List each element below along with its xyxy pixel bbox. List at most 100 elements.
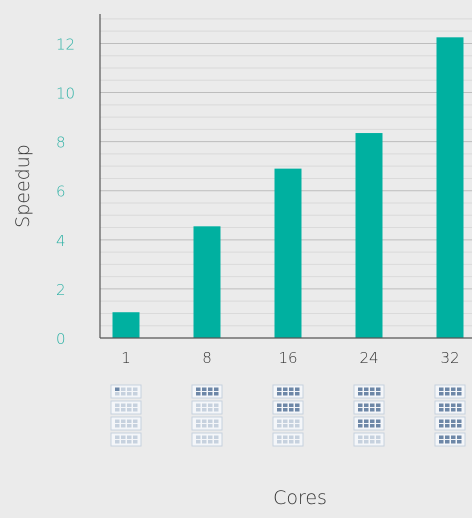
cpu-chip-icon xyxy=(272,432,304,447)
core-active-icon xyxy=(451,419,456,423)
core-idle-icon xyxy=(121,424,126,428)
y-tick-label: 2 xyxy=(56,281,66,299)
core-idle-icon xyxy=(202,403,207,407)
core-idle-icon xyxy=(295,419,300,423)
y-tick-label: 10 xyxy=(56,85,75,103)
core-idle-icon xyxy=(121,387,126,391)
core-active-icon xyxy=(451,435,456,439)
core-icon-group-24 xyxy=(353,384,385,447)
cpu-chip-icon xyxy=(272,400,304,415)
core-idle-icon xyxy=(202,424,207,428)
core-active-icon xyxy=(196,392,201,396)
core-idle-icon xyxy=(127,419,132,423)
bar-16 xyxy=(274,168,302,338)
core-active-icon xyxy=(289,408,294,412)
core-idle-icon xyxy=(370,435,375,439)
core-idle-icon xyxy=(277,435,282,439)
core-idle-icon xyxy=(289,424,294,428)
core-idle-icon xyxy=(127,435,132,439)
x-tick-label: 16 xyxy=(278,349,297,367)
core-active-icon xyxy=(451,387,456,391)
x-tick-labels: 1 8 16 24 32 xyxy=(121,349,459,367)
core-idle-icon xyxy=(115,403,120,407)
core-active-icon xyxy=(289,387,294,391)
x-axis-title: Cores xyxy=(273,487,327,509)
core-icon-group-8 xyxy=(191,384,223,447)
core-active-icon xyxy=(358,403,363,407)
core-idle-icon xyxy=(202,419,207,423)
core-active-icon xyxy=(457,403,462,407)
x-tick-label: 24 xyxy=(359,349,378,367)
cpu-chip-icon xyxy=(110,384,142,399)
core-active-icon xyxy=(445,424,450,428)
core-idle-icon xyxy=(214,408,219,412)
cpu-chip-icon xyxy=(353,400,385,415)
core-active-icon xyxy=(358,392,363,396)
core-idle-icon xyxy=(133,403,138,407)
core-idle-icon xyxy=(289,419,294,423)
core-active-icon xyxy=(358,419,363,423)
core-idle-icon xyxy=(208,440,213,444)
core-active-icon xyxy=(283,392,288,396)
core-active-icon xyxy=(196,387,201,391)
core-idle-icon xyxy=(283,419,288,423)
core-active-icon xyxy=(358,387,363,391)
core-idle-icon xyxy=(208,403,213,407)
core-active-icon xyxy=(283,403,288,407)
core-idle-icon xyxy=(283,435,288,439)
core-active-icon xyxy=(376,403,381,407)
core-idle-icon xyxy=(121,408,126,412)
x-tick-label: 32 xyxy=(440,349,459,367)
core-idle-icon xyxy=(358,440,363,444)
core-idle-icon xyxy=(133,419,138,423)
core-active-icon xyxy=(364,387,369,391)
core-active-icon xyxy=(364,408,369,412)
core-idle-icon xyxy=(364,435,369,439)
core-active-icon xyxy=(364,419,369,423)
core-idle-icon xyxy=(214,440,219,444)
core-idle-icon xyxy=(289,435,294,439)
core-idle-icon xyxy=(115,408,120,412)
y-tick-label: 6 xyxy=(56,183,66,201)
core-active-icon xyxy=(370,403,375,407)
core-active-icon xyxy=(202,392,207,396)
core-idle-icon xyxy=(196,424,201,428)
core-idle-icon xyxy=(115,424,120,428)
core-active-icon xyxy=(202,387,207,391)
core-active-icon xyxy=(439,419,444,423)
core-active-icon xyxy=(370,408,375,412)
core-idle-icon xyxy=(202,408,207,412)
core-active-icon xyxy=(445,440,450,444)
core-idle-icon xyxy=(121,419,126,423)
cpu-chip-icon xyxy=(353,384,385,399)
core-idle-icon xyxy=(208,408,213,412)
core-idle-icon xyxy=(202,440,207,444)
core-idle-icon xyxy=(133,408,138,412)
cpu-chip-icon xyxy=(191,432,223,447)
core-idle-icon xyxy=(121,403,126,407)
core-idle-icon xyxy=(208,435,213,439)
core-icon-group-1 xyxy=(110,384,142,447)
core-active-icon xyxy=(277,403,282,407)
core-idle-icon xyxy=(208,424,213,428)
core-active-icon xyxy=(457,392,462,396)
core-active-icon xyxy=(457,387,462,391)
core-idle-icon xyxy=(295,440,300,444)
core-idle-icon xyxy=(127,440,132,444)
core-idle-icon xyxy=(127,424,132,428)
bar-8 xyxy=(193,226,221,338)
grid xyxy=(100,18,472,327)
core-idle-icon xyxy=(370,440,375,444)
cpu-chip-icon xyxy=(353,432,385,447)
core-idle-icon xyxy=(121,435,126,439)
y-tick-label: 12 xyxy=(56,35,75,53)
core-active-icon xyxy=(439,424,444,428)
core-idle-icon xyxy=(196,419,201,423)
cpu-chip-icon xyxy=(434,384,466,399)
core-active-icon xyxy=(439,408,444,412)
core-idle-icon xyxy=(133,435,138,439)
core-active-icon xyxy=(214,392,219,396)
core-active-icon xyxy=(214,387,219,391)
core-active-icon xyxy=(295,403,300,407)
y-axis-title: Speedup xyxy=(12,144,34,228)
